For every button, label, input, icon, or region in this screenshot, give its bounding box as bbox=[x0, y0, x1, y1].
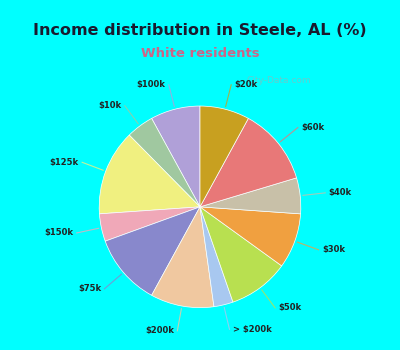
Text: White residents: White residents bbox=[141, 47, 259, 60]
Text: City-Data.com: City-Data.com bbox=[246, 76, 311, 85]
Wedge shape bbox=[152, 106, 200, 207]
Wedge shape bbox=[200, 118, 296, 207]
Wedge shape bbox=[200, 207, 282, 302]
Text: $125k: $125k bbox=[50, 158, 79, 167]
Text: $75k: $75k bbox=[78, 285, 101, 293]
Text: > $200k: > $200k bbox=[233, 325, 272, 334]
Wedge shape bbox=[129, 118, 200, 207]
Text: $200k: $200k bbox=[145, 326, 174, 335]
Wedge shape bbox=[200, 207, 300, 266]
Wedge shape bbox=[100, 207, 200, 241]
Wedge shape bbox=[105, 207, 200, 295]
Text: $20k: $20k bbox=[234, 80, 258, 89]
Wedge shape bbox=[200, 106, 248, 207]
Text: $50k: $50k bbox=[278, 303, 302, 313]
Text: $100k: $100k bbox=[136, 80, 166, 89]
Text: $60k: $60k bbox=[301, 123, 324, 132]
Text: $150k: $150k bbox=[44, 229, 73, 237]
Wedge shape bbox=[200, 178, 301, 214]
Wedge shape bbox=[99, 135, 200, 214]
Wedge shape bbox=[152, 207, 214, 308]
Wedge shape bbox=[200, 207, 233, 307]
Text: Income distribution in Steele, AL (%): Income distribution in Steele, AL (%) bbox=[33, 23, 367, 38]
Text: $40k: $40k bbox=[328, 188, 352, 197]
Text: $30k: $30k bbox=[322, 245, 345, 254]
Text: $10k: $10k bbox=[98, 101, 122, 110]
